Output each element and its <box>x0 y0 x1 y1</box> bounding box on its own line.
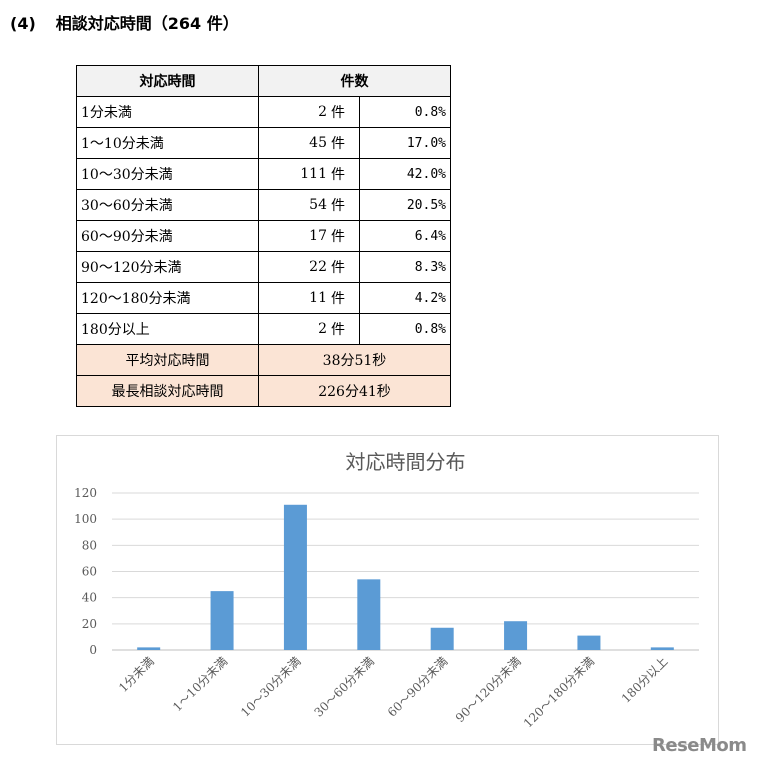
bar <box>577 635 601 650</box>
y-tick-label: 80 <box>82 538 97 552</box>
x-tick-label: 30～60分未満 <box>311 654 376 719</box>
table-header-row: 対応時間 件数 <box>76 65 451 97</box>
row-unit: 件 <box>329 127 360 159</box>
bar <box>650 647 674 650</box>
row-count: 45 <box>258 127 329 159</box>
x-tick-label: 90～120分未満 <box>453 654 524 725</box>
row-percent: 0.8% <box>359 96 451 128</box>
row-label: 180分以上 <box>76 313 259 345</box>
row-count: 2 <box>258 96 329 128</box>
table-row: 180分以上 2 件 0.8% <box>76 313 451 345</box>
row-count: 111 <box>258 158 329 190</box>
row-label: 1～10分未満 <box>76 127 259 159</box>
bar <box>504 621 528 650</box>
bar <box>357 579 381 650</box>
summary-label: 最長相談対応時間 <box>76 375 259 407</box>
row-unit: 件 <box>329 251 360 283</box>
header-count: 件数 <box>258 65 451 97</box>
section-number: (4) <box>10 14 36 33</box>
row-label: 30～60分未満 <box>76 189 259 221</box>
row-count: 17 <box>258 220 329 252</box>
y-tick-label: 20 <box>82 617 97 631</box>
row-label: 120～180分未満 <box>76 282 259 314</box>
chart-title: 対応時間分布 <box>346 450 466 474</box>
row-percent: 6.4% <box>359 220 451 252</box>
bar-chart: 対応時間分布 0 20 40 60 80 100 120 1分未満 1～10分未満 10～30分未満… <box>74 450 699 730</box>
y-tick-label: 40 <box>82 591 97 605</box>
table-body: 1分未満 2 件 0.8% 1～10分未満 45 件 17.0% 10～30分未満 111 件 42.… <box>76 96 451 407</box>
table-row: 60～90分未満 17 件 6.4% <box>76 220 451 252</box>
table-row: 90～120分未満 22 件 8.3% <box>76 251 451 283</box>
summary-row: 最長相談対応時間 226分41秒 <box>76 375 451 407</box>
table-row: 30～60分未満 54 件 20.5% <box>76 189 451 221</box>
row-unit: 件 <box>329 220 360 252</box>
section-heading: 相談対応時間（264 件） <box>55 14 239 33</box>
row-label: 10～30分未満 <box>76 158 259 190</box>
y-tick-label: 0 <box>89 643 97 657</box>
y-tick-label: 120 <box>74 486 97 500</box>
summary-value: 38分51秒 <box>258 344 451 376</box>
table-row: 1～10分未満 45 件 17.0% <box>76 127 451 159</box>
x-tick-label: 120～180分未満 <box>521 654 597 730</box>
bar <box>283 504 307 650</box>
x-tick-label: 10～30分未満 <box>238 654 303 719</box>
x-tick-label: 1分未満 <box>116 654 157 695</box>
row-percent: 20.5% <box>359 189 451 221</box>
row-percent: 8.3% <box>359 251 451 283</box>
y-tick-label: 60 <box>82 565 97 579</box>
summary-row: 平均対応時間 38分51秒 <box>76 344 451 376</box>
table-row: 10～30分未満 111 件 42.0% <box>76 158 451 190</box>
row-label: 60～90分未満 <box>76 220 259 252</box>
row-unit: 件 <box>329 189 360 221</box>
y-tick-label: 100 <box>74 512 97 526</box>
row-percent: 4.2% <box>359 282 451 314</box>
row-label: 1分未満 <box>76 96 259 128</box>
bar <box>210 591 234 650</box>
x-tick-label: 180分以上 <box>619 654 671 706</box>
row-label: 90～120分未満 <box>76 251 259 283</box>
row-count: 2 <box>258 313 329 345</box>
row-percent: 42.0% <box>359 158 451 190</box>
bar <box>137 647 161 650</box>
summary-value: 226分41秒 <box>258 375 451 407</box>
row-percent: 0.8% <box>359 313 451 345</box>
chart-frame: 対応時間分布 0 20 40 60 80 100 120 1分未満 1～10分未満 10～30分未満… <box>56 435 719 745</box>
row-unit: 件 <box>329 282 360 314</box>
section-title: (4) 相談対応時間（264 件） <box>10 10 259 34</box>
summary-label: 平均対応時間 <box>76 344 259 376</box>
row-unit: 件 <box>329 158 360 190</box>
row-count: 22 <box>258 251 329 283</box>
row-unit: 件 <box>329 313 360 345</box>
x-tick-label: 1～10分未満 <box>170 654 230 714</box>
row-count: 54 <box>258 189 329 221</box>
header-response-time: 対応時間 <box>76 65 259 97</box>
response-time-table: 対応時間 件数 1分未満 2 件 0.8% 1～10分未満 45 件 17.0% 10～30分未… <box>76 65 451 407</box>
row-unit: 件 <box>329 96 360 128</box>
row-count: 11 <box>258 282 329 314</box>
row-percent: 17.0% <box>359 127 451 159</box>
brand-logo: ReseMom <box>652 735 747 756</box>
bar <box>430 627 454 650</box>
x-tick-label: 60～90分未満 <box>385 654 450 719</box>
table-row: 120～180分未満 11 件 4.2% <box>76 282 451 314</box>
table-row: 1分未満 2 件 0.8% <box>76 96 451 128</box>
